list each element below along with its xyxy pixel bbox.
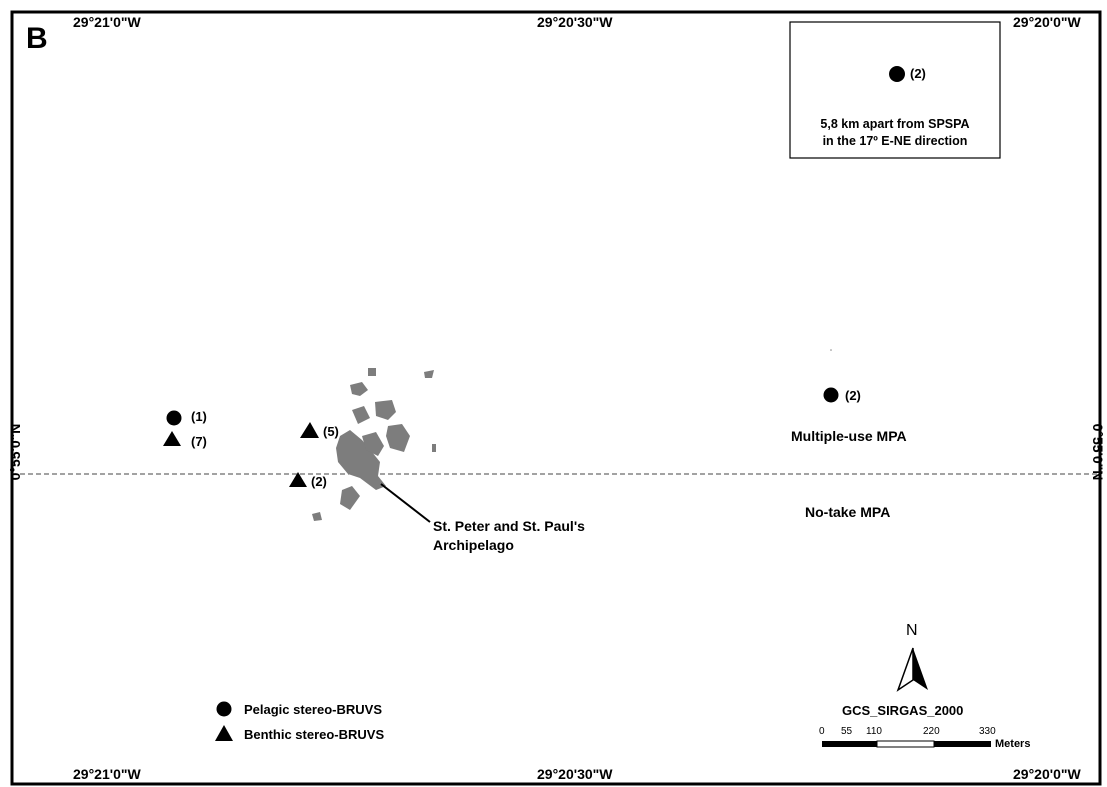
benthic-marker-center-lower — [289, 472, 307, 487]
archipelago-leader-line — [380, 483, 431, 523]
inset-caption-line2: in the 17º E-NE direction — [822, 134, 968, 148]
benthic-marker-left — [163, 431, 181, 446]
scale-tick-330: 330 — [979, 726, 996, 737]
bottom-coord-center: 29°20'30"W — [537, 766, 613, 782]
archipelago-label-line1: St. Peter and St. Paul's — [433, 518, 585, 534]
top-coord-center: 29°20'30"W — [537, 14, 613, 30]
crs-label: GCS_SIRGAS_2000 — [842, 703, 964, 718]
legend-benthic-icon — [215, 725, 233, 741]
archipelago-islands — [312, 368, 436, 521]
pelagic-right-count: (2) — [845, 388, 861, 403]
legend-pelagic-label: Pelagic stereo-BRUVS — [244, 702, 382, 717]
panel-letter: B — [26, 22, 48, 55]
inset-box — [789, 21, 1001, 159]
left-latitude-label: 0°55'0"N — [7, 423, 23, 481]
legend-pelagic-icon — [216, 701, 232, 717]
map-frame — [10, 10, 1102, 786]
scale-tick-110: 110 — [866, 726, 882, 737]
pelagic-marker-right — [823, 387, 839, 403]
scale-tick-220: 220 — [923, 726, 940, 737]
scale-unit-label: Meters — [995, 738, 1031, 750]
bottom-coord-right: 29°20'0"W — [1013, 766, 1081, 782]
legend-benthic-label: Benthic stereo-BRUVS — [244, 727, 385, 742]
archipelago-label-line2: Archipelago — [433, 537, 514, 553]
benthic-marker-center-upper — [300, 422, 319, 438]
multiple-use-mpa-label: Multiple-use MPA — [791, 428, 907, 444]
inset-pelagic-marker — [889, 66, 905, 82]
bottom-coord-left: 29°21'0"W — [73, 766, 141, 782]
scale-bar — [822, 740, 991, 748]
benthic-center-upper-count: (5) — [323, 424, 339, 439]
north-arrow-icon — [896, 647, 928, 692]
benthic-left-count: (7) — [191, 434, 207, 449]
speck — [830, 349, 832, 351]
pelagic-marker-left — [166, 410, 182, 426]
benthic-center-lower-count: (2) — [311, 474, 327, 489]
right-latitude-label: 0°55'0"N — [1090, 423, 1106, 481]
inset-point-count: (2) — [910, 66, 926, 81]
scale-tick-55: 55 — [841, 726, 853, 737]
no-take-mpa-label: No-take MPA — [805, 504, 891, 520]
pelagic-left-count: (1) — [191, 409, 207, 424]
north-label: N — [906, 622, 918, 639]
top-coord-right: 29°20'0"W — [1013, 14, 1081, 30]
inset-caption-line1: 5,8 km apart from SPSPA — [820, 117, 970, 131]
scale-tick-0: 0 — [819, 726, 825, 737]
top-coord-left: 29°21'0"W — [73, 14, 141, 30]
